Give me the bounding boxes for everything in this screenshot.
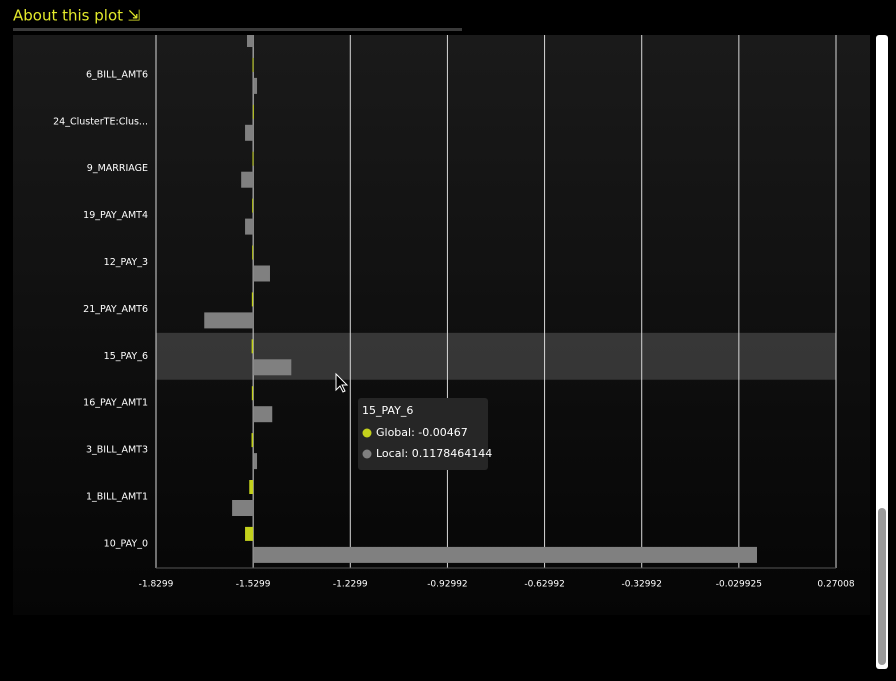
scrollbar-thumb[interactable] xyxy=(878,508,886,665)
tooltip-line: Global: -0.00467 xyxy=(376,426,468,439)
y-tick-label: 24_ClusterTE:Clus... xyxy=(53,116,148,127)
cursor xyxy=(335,372,349,393)
y-tick-label: 16_PAY_AMT1 xyxy=(83,398,148,409)
x-tick-label: -1.2299 xyxy=(333,580,368,590)
tooltip-box xyxy=(358,398,488,470)
bar xyxy=(246,35,254,47)
bar xyxy=(253,453,258,470)
about-link[interactable]: About this plot ⇲ xyxy=(13,7,140,25)
bar xyxy=(253,359,292,376)
bar xyxy=(249,480,254,494)
x-tick-label: -1.5299 xyxy=(236,580,271,590)
tooltip-swatch xyxy=(362,428,372,438)
bar xyxy=(252,245,254,260)
bar xyxy=(251,339,254,354)
header-rule xyxy=(13,28,462,31)
y-tick-label: 21_PAY_AMT6 xyxy=(83,304,148,315)
bar xyxy=(245,526,254,541)
y-tick-label: 6_BILL_AMT6 xyxy=(86,69,148,80)
y-tick-label: 1_BILL_AMT1 xyxy=(86,492,148,503)
bar xyxy=(253,77,258,94)
plot: 6_BILL_AMT6 24_ClusterTE:Clus... 9_MARRIAG… xyxy=(53,11,837,569)
bar xyxy=(245,218,254,235)
tooltip-title: 15_PAY_6 xyxy=(362,404,413,417)
bar xyxy=(241,171,254,188)
x-tick-label: -0.32992 xyxy=(621,580,661,590)
bar xyxy=(253,265,270,282)
x-tick-label: 0.27008 xyxy=(817,580,854,590)
y-tick-label: 19_PAY_AMT4 xyxy=(83,210,148,221)
tooltip-line: Local: 0.1178464144 xyxy=(376,447,492,460)
y-tick-label: 12_PAY_3 xyxy=(104,257,148,268)
y-tick-label: 15_PAY_6 xyxy=(104,351,148,362)
bar xyxy=(252,57,254,72)
bar xyxy=(245,124,254,141)
bar xyxy=(251,292,254,307)
x-tick-label: -1.8299 xyxy=(139,580,174,590)
x-tick-label: -0.92992 xyxy=(427,580,467,590)
bar xyxy=(251,386,254,401)
bar xyxy=(252,198,254,213)
bar xyxy=(253,546,757,563)
y-tick-label: 10_PAY_0 xyxy=(104,538,148,549)
tooltip-swatch xyxy=(362,449,372,459)
bar xyxy=(251,433,254,448)
x-tick-label: -0.029925 xyxy=(716,580,762,590)
y-tick-label: 9_MARRIAGE xyxy=(87,163,148,174)
bar xyxy=(232,500,254,516)
bar xyxy=(253,11,254,25)
y-tick-label: 3_BILL_AMT3 xyxy=(86,445,148,456)
bar xyxy=(252,104,254,119)
bar xyxy=(252,151,254,166)
bar xyxy=(204,312,254,329)
x-tick-label: -0.62992 xyxy=(524,580,564,590)
bar xyxy=(253,406,273,423)
